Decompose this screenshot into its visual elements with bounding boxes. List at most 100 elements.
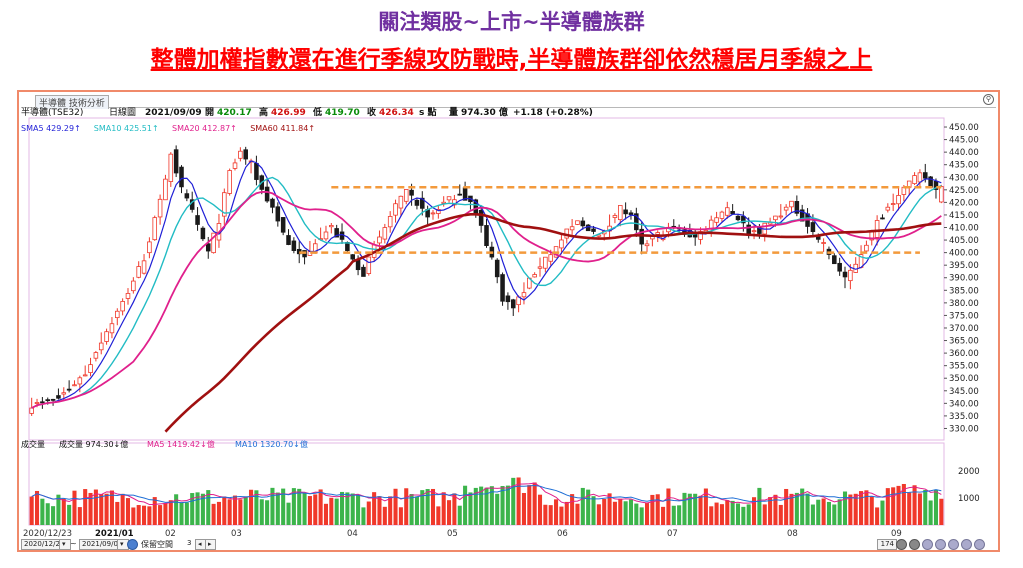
candle-body bbox=[773, 215, 778, 221]
from-date-dropdown[interactable]: ▾ bbox=[59, 539, 71, 550]
volume-bar bbox=[923, 489, 928, 525]
volume-bar bbox=[125, 498, 131, 525]
volume-bar bbox=[291, 488, 296, 525]
candle-body bbox=[885, 206, 891, 211]
range-tilde: ~ bbox=[70, 539, 77, 548]
volume-ma10-line bbox=[31, 485, 942, 504]
volume-bar bbox=[190, 493, 195, 525]
info-field-10: 426.34 bbox=[379, 108, 414, 118]
reset-zoom-icon[interactable] bbox=[948, 539, 959, 550]
volume-bar bbox=[206, 490, 211, 525]
volume-bar bbox=[853, 493, 858, 525]
zoom-out-icon[interactable] bbox=[935, 539, 946, 550]
volume-bar bbox=[746, 504, 751, 525]
zoom-in-icon[interactable] bbox=[922, 539, 933, 550]
tab-technical-analysis[interactable]: 半導體 技術分析 bbox=[35, 95, 109, 109]
candle-body bbox=[644, 243, 650, 247]
candle-body bbox=[131, 280, 136, 292]
volume-bar bbox=[826, 501, 831, 525]
candle-body bbox=[537, 266, 543, 269]
bar-count: 174 bbox=[877, 539, 897, 550]
volume-bar bbox=[521, 492, 526, 525]
volume-bar bbox=[864, 490, 869, 525]
x-tick-label-5: 05 bbox=[447, 529, 458, 539]
y-tick-label-12: 390.00 bbox=[949, 274, 979, 284]
candle-body bbox=[532, 274, 537, 278]
y-tick-label-7: 415.00 bbox=[949, 211, 979, 221]
volume-bar bbox=[677, 505, 682, 525]
volume-bar bbox=[195, 492, 200, 525]
candle-body bbox=[596, 234, 602, 237]
y-tick-label-22: 340.00 bbox=[949, 399, 979, 409]
x-tick-label-2: 02 bbox=[165, 529, 176, 539]
volume-bar bbox=[436, 506, 441, 525]
y-tick-label-13: 385.00 bbox=[949, 286, 979, 296]
volume-tick-label-1: 1000 bbox=[958, 494, 980, 504]
zoom-icon[interactable]: ⚲ bbox=[983, 94, 994, 105]
keep-space-value[interactable]: 3 bbox=[187, 539, 192, 547]
candle-body bbox=[623, 209, 628, 215]
volume-bar bbox=[543, 504, 548, 525]
volume-bar bbox=[928, 500, 933, 525]
volume-bar bbox=[297, 488, 302, 525]
volume-bar bbox=[730, 500, 735, 525]
volume-bar bbox=[532, 482, 537, 525]
y-tick-label-19: 355.00 bbox=[949, 362, 979, 372]
candle-body bbox=[195, 215, 200, 225]
volume-bar bbox=[773, 494, 778, 525]
volume-bar bbox=[447, 500, 452, 525]
sma10-line bbox=[31, 176, 942, 409]
volume-bar bbox=[800, 488, 805, 525]
candle-body bbox=[917, 172, 923, 183]
info-field-0: 半導體(TSE32) bbox=[21, 106, 83, 118]
volume-bar bbox=[302, 493, 307, 525]
volume-bar bbox=[115, 501, 120, 525]
y-tick-label-6: 420.00 bbox=[949, 198, 979, 208]
candle-body bbox=[837, 262, 842, 272]
volume-bar bbox=[671, 505, 676, 525]
volume-bar bbox=[548, 505, 553, 525]
stock-chart[interactable]: 半導體(TSE32) 日線圖 2021/09/09 開 420.17 高 426.99 低 41… bbox=[17, 90, 1000, 540]
candle-body bbox=[168, 153, 174, 182]
candle-body bbox=[243, 149, 248, 160]
volume-bar bbox=[602, 498, 607, 525]
candle-body bbox=[457, 193, 463, 196]
volume-bar bbox=[361, 507, 366, 525]
to-date-select[interactable]: 2021/09/09 bbox=[79, 539, 122, 550]
candle-body bbox=[66, 388, 72, 391]
volume-bar bbox=[51, 506, 56, 525]
info-field-11: s 點 bbox=[419, 106, 437, 118]
price-pane-frame bbox=[28, 117, 945, 441]
volume-bar bbox=[634, 503, 639, 525]
volume-bar bbox=[430, 488, 436, 525]
candle-body bbox=[109, 323, 115, 334]
candle-body bbox=[864, 244, 869, 252]
candle-body bbox=[585, 224, 591, 232]
volume-bar bbox=[537, 494, 543, 525]
from-date-select[interactable]: 2020/12/23 bbox=[21, 539, 64, 550]
candle-body bbox=[580, 220, 586, 227]
candle-body bbox=[50, 398, 56, 401]
candle-body bbox=[783, 206, 789, 211]
candle-body bbox=[799, 209, 805, 222]
scroll-right-icon[interactable] bbox=[909, 539, 920, 550]
volume-bar bbox=[479, 486, 484, 525]
volume-bar bbox=[99, 493, 104, 525]
volume-bar bbox=[350, 493, 355, 525]
settings-icon[interactable] bbox=[974, 539, 985, 550]
candle-body bbox=[714, 217, 719, 223]
fit-view-icon[interactable] bbox=[961, 539, 972, 550]
keep-space-stepper-right[interactable]: ▸ bbox=[205, 539, 216, 550]
candle-body bbox=[478, 209, 484, 226]
candle-body bbox=[725, 207, 730, 216]
refresh-icon[interactable] bbox=[127, 539, 138, 550]
volume-bar bbox=[837, 499, 842, 525]
y-tick-label-17: 365.00 bbox=[949, 337, 979, 347]
candle-body bbox=[56, 395, 61, 399]
sma60-line bbox=[164, 212, 942, 433]
volume-bar bbox=[693, 493, 698, 525]
scroll-left-icon[interactable] bbox=[896, 539, 907, 550]
candle-body bbox=[264, 186, 270, 202]
volume-bar bbox=[382, 506, 387, 525]
volume-bar bbox=[666, 488, 671, 525]
